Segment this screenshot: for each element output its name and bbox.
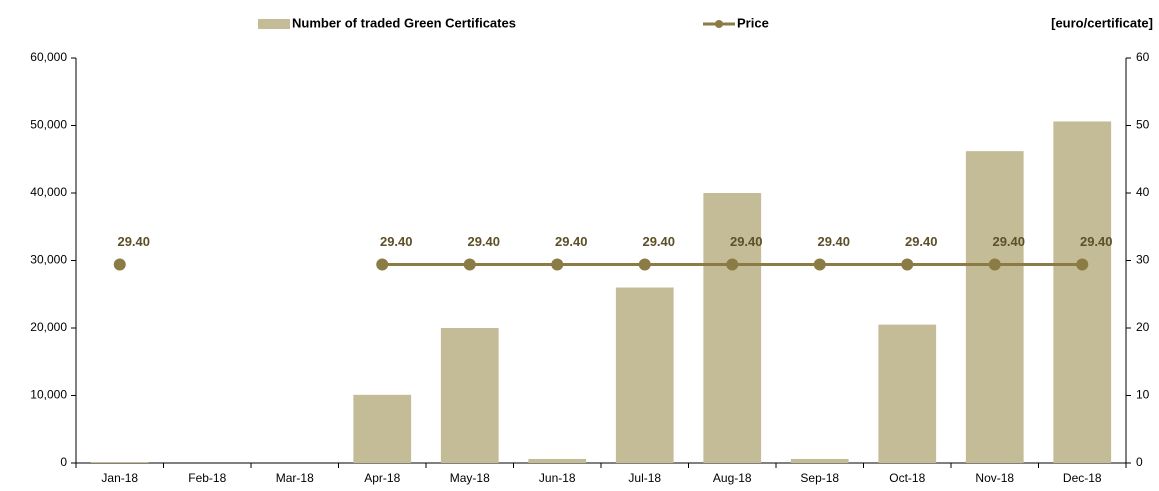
x-tick-label: Jun-18 (539, 471, 576, 485)
y2-axis-label: [euro/certificate] (1051, 15, 1153, 30)
price-marker (638, 258, 651, 271)
x-tick-label: Jan-18 (101, 471, 138, 485)
data-label: 29.40 (730, 234, 763, 249)
x-tick-label: Apr-18 (364, 471, 400, 485)
x-tick-label: Dec-18 (1063, 471, 1102, 485)
price-marker (463, 258, 476, 271)
data-label: 29.40 (642, 234, 675, 249)
y-tick-label: 0 (60, 455, 67, 469)
data-label: 29.40 (992, 234, 1025, 249)
y-tick-label: 50,000 (30, 118, 67, 132)
y2-tick-label: 50 (1136, 118, 1150, 132)
data-label: 29.40 (467, 234, 500, 249)
data-label: 29.40 (555, 234, 588, 249)
x-tick-label: Jul-18 (628, 471, 661, 485)
bar (615, 287, 674, 463)
data-label: 29.40 (817, 234, 850, 249)
y-tick-label: 60,000 (30, 50, 67, 64)
bar (965, 151, 1024, 463)
bar (1053, 121, 1112, 463)
bar (440, 328, 499, 463)
x-tick-label: Sep-18 (800, 471, 839, 485)
price-marker (813, 258, 826, 271)
price-marker (376, 258, 389, 271)
bar (790, 458, 849, 463)
x-tick-label: Aug-18 (713, 471, 752, 485)
legend-label: Price (737, 15, 769, 30)
bar (90, 461, 149, 463)
bar (353, 394, 412, 463)
legend-label: Number of traded Green Certificates (292, 15, 516, 30)
y2-tick-label: 10 (1136, 388, 1150, 402)
data-label: 29.40 (1080, 234, 1113, 249)
y-tick-label: 10,000 (30, 388, 67, 402)
x-tick-label: Nov-18 (975, 471, 1014, 485)
y2-tick-label: 20 (1136, 320, 1150, 334)
price-marker (551, 258, 564, 271)
x-tick-label: Oct-18 (889, 471, 925, 485)
bar (528, 458, 587, 463)
x-tick-label: Mar-18 (276, 471, 314, 485)
y-tick-label: 30,000 (30, 253, 67, 267)
y-tick-label: 20,000 (30, 320, 67, 334)
legend-marker (715, 20, 723, 28)
price-marker (988, 258, 1001, 271)
y2-tick-label: 40 (1136, 185, 1150, 199)
price-marker (901, 258, 914, 271)
y2-tick-label: 60 (1136, 50, 1150, 64)
y2-tick-label: 0 (1136, 455, 1143, 469)
data-label: 29.40 (117, 234, 150, 249)
price-marker (113, 258, 126, 271)
price-marker (1076, 258, 1089, 271)
legend-swatch (258, 19, 290, 29)
bar (878, 324, 937, 463)
x-tick-label: May-18 (450, 471, 490, 485)
data-label: 29.40 (380, 234, 413, 249)
y-tick-label: 40,000 (30, 185, 67, 199)
bar (703, 193, 762, 463)
data-label: 29.40 (905, 234, 938, 249)
price-marker (726, 258, 739, 271)
y2-tick-label: 30 (1136, 253, 1150, 267)
x-tick-label: Feb-18 (188, 471, 226, 485)
